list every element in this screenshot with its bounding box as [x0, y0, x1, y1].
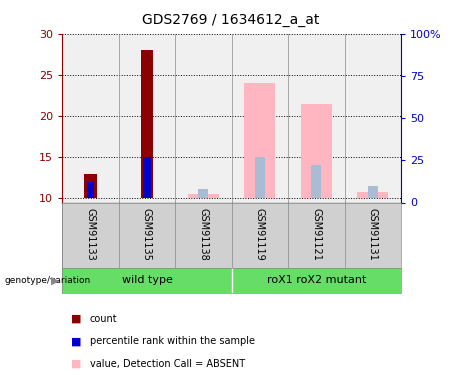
Text: GDS2769 / 1634612_a_at: GDS2769 / 1634612_a_at [142, 13, 319, 27]
Text: GSM91133: GSM91133 [85, 208, 95, 261]
Bar [188, 194, 219, 198]
Bar [84, 174, 97, 198]
Bar [311, 165, 321, 198]
Bar [141, 50, 153, 198]
Bar [368, 186, 378, 198]
Text: ▶: ▶ [52, 275, 60, 285]
Text: roX1 roX2 mutant: roX1 roX2 mutant [266, 275, 366, 285]
Bar [255, 157, 265, 198]
Bar [357, 192, 388, 198]
Text: count: count [90, 314, 118, 324]
Bar [143, 157, 151, 198]
Bar [87, 182, 94, 198]
Text: ■: ■ [71, 314, 82, 324]
Text: percentile rank within the sample: percentile rank within the sample [90, 336, 255, 346]
Bar [301, 104, 332, 198]
Text: GSM91138: GSM91138 [198, 208, 208, 261]
Bar [198, 189, 208, 198]
Text: GSM91131: GSM91131 [368, 208, 378, 261]
Text: ■: ■ [71, 359, 82, 369]
Text: genotype/variation: genotype/variation [5, 276, 91, 285]
Bar [244, 83, 275, 198]
Text: GSM91119: GSM91119 [255, 208, 265, 261]
Text: GSM91135: GSM91135 [142, 208, 152, 261]
Text: value, Detection Call = ABSENT: value, Detection Call = ABSENT [90, 359, 245, 369]
Text: GSM91121: GSM91121 [311, 208, 321, 261]
Text: ■: ■ [71, 336, 82, 346]
Text: wild type: wild type [122, 275, 172, 285]
